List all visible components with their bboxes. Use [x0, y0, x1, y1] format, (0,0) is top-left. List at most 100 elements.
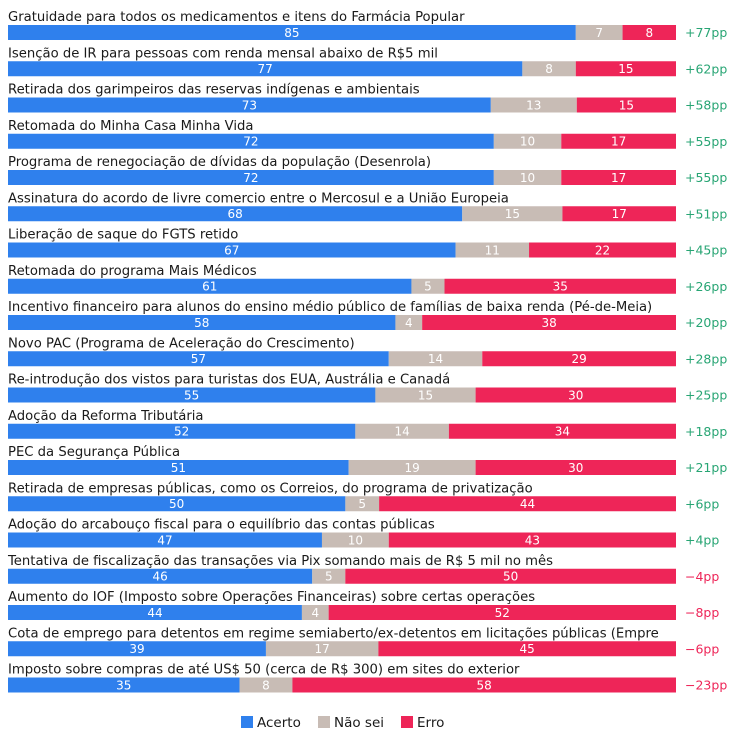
- data-label: 19: [404, 461, 419, 475]
- bar-segment-n-o-sei: [348, 460, 476, 475]
- data-label: 44: [147, 606, 162, 620]
- bar-segment-acerto: [8, 351, 389, 367]
- bar-segment-erro: [328, 605, 676, 620]
- data-label: 17: [611, 171, 626, 185]
- data-label: 68: [227, 207, 242, 221]
- diff-label: +77pp: [685, 25, 727, 40]
- data-label: 10: [520, 171, 535, 185]
- data-label: 85: [284, 26, 299, 40]
- legend-item: Não sei: [318, 715, 384, 731]
- data-label: 4: [405, 316, 413, 330]
- bar-segment-acerto: [8, 315, 396, 330]
- data-label: 4: [311, 606, 319, 620]
- row-label: Re-introdução dos vistos para turistas d…: [8, 372, 450, 388]
- data-label: 5: [358, 497, 366, 511]
- legend-label: Não sei: [334, 715, 384, 731]
- bar-segment-n-o-sei: [493, 170, 562, 185]
- bar-segment-n-o-sei: [239, 677, 293, 693]
- bar-row: Incentivo financeiro para alunos do ensi…: [8, 299, 727, 330]
- data-label: 15: [618, 62, 633, 76]
- bar-row: Isenção de IR para pessoas com renda men…: [8, 46, 727, 77]
- bar-row: Re-introdução dos vistos para turistas d…: [8, 372, 727, 403]
- diff-label: −4pp: [685, 569, 719, 584]
- data-label: 5: [325, 570, 333, 584]
- bar-segment-erro: [422, 315, 676, 330]
- data-label: 8: [545, 62, 553, 76]
- data-label: 51: [171, 461, 186, 475]
- bar-segment-n-o-sei: [493, 133, 562, 149]
- bar-row: Retirada de empresas públicas, como os C…: [8, 480, 719, 512]
- bar-segment-n-o-sei: [265, 641, 379, 657]
- bar-segment-n-o-sei: [388, 351, 483, 367]
- bar-segment-n-o-sei: [345, 496, 380, 512]
- bar-segment-n-o-sei: [462, 206, 563, 222]
- bar-row: Novo PAC (Programa de Aceleração do Cres…: [8, 336, 727, 367]
- data-label: 58: [194, 316, 209, 330]
- bar-segment-n-o-sei: [522, 61, 576, 77]
- bar-segment-erro: [475, 387, 676, 403]
- bar-segment-acerto: [8, 278, 412, 294]
- bar-segment-n-o-sei: [355, 423, 449, 439]
- bar-row: Gratuidade para todos os medicamentos e …: [8, 9, 727, 40]
- data-label: 44: [520, 497, 535, 511]
- legend-label: Erro: [417, 715, 444, 731]
- data-label: 15: [619, 98, 634, 112]
- data-label: 72: [243, 135, 258, 149]
- row-label: Adoção do arcabouço fiscal para o equilí…: [8, 517, 435, 533]
- diff-label: +62pp: [685, 61, 727, 76]
- bar-row: Imposto sobre compras de até US$ 50 (cer…: [8, 662, 727, 693]
- diff-label: +58pp: [685, 98, 727, 113]
- legend: Acerto Não sei Erro: [241, 715, 444, 731]
- diff-label: +55pp: [685, 170, 727, 185]
- data-label: 72: [243, 171, 258, 185]
- legend-swatch: [241, 716, 253, 728]
- bar-segment-erro: [482, 351, 676, 367]
- data-label: 15: [418, 388, 433, 402]
- data-label: 7: [595, 26, 603, 40]
- data-label: 46: [152, 570, 167, 584]
- bar-segment-acerto: [8, 61, 523, 77]
- data-label: 8: [262, 678, 270, 692]
- bar-segment-erro: [345, 568, 676, 584]
- row-label: Isenção de IR para pessoas com renda men…: [8, 46, 438, 61]
- data-label: 73: [242, 98, 257, 112]
- legend-item: Acerto: [241, 715, 301, 731]
- diff-label: +20pp: [685, 315, 727, 330]
- data-label: 38: [541, 316, 556, 330]
- data-label: 17: [612, 207, 627, 221]
- data-label: 58: [477, 678, 492, 692]
- bar-segment-erro: [444, 278, 676, 294]
- bar-segment-acerto: [8, 677, 240, 693]
- bar-segment-erro: [475, 460, 676, 475]
- bar-segment-acerto: [8, 25, 576, 40]
- data-label: 14: [394, 425, 409, 439]
- diff-label: +28pp: [685, 351, 727, 366]
- legend-label: Acerto: [257, 715, 301, 731]
- data-label: 50: [169, 497, 184, 511]
- bar-segment-n-o-sei: [375, 387, 476, 403]
- bar-row: Tentativa de fiscalização das transações…: [7, 553, 719, 584]
- bar-segment-erro: [448, 423, 676, 439]
- bar-row: Retirada dos garimpeiros das reservas in…: [8, 82, 727, 113]
- bar-segment-n-o-sei: [395, 315, 423, 330]
- data-label: 61: [202, 280, 217, 294]
- data-label: 55: [184, 388, 199, 402]
- row-label: Aumento do IOF (Imposto sobre Operações …: [8, 590, 535, 605]
- data-label: 10: [348, 533, 363, 547]
- data-label: 17: [611, 135, 626, 149]
- bar-segment-acerto: [8, 170, 494, 185]
- bar-segment-acerto: [8, 206, 463, 222]
- data-label: 52: [495, 606, 510, 620]
- row-label: Liberação de saque do FGTS retido: [8, 228, 238, 243]
- bar-segment-erro: [378, 641, 676, 657]
- legend-swatch: [401, 716, 413, 728]
- bar-segment-acerto: [8, 568, 313, 584]
- bar-segment-acerto: [8, 641, 266, 657]
- bar-segment-erro: [561, 170, 676, 185]
- bar-segment-acerto: [8, 532, 322, 548]
- row-label: Cota de emprego para detentos em regime …: [8, 625, 659, 641]
- bar-segment-erro: [622, 25, 676, 40]
